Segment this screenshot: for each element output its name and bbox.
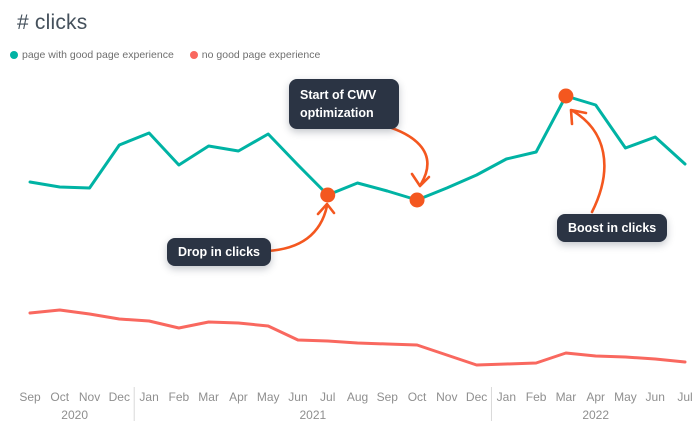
legend-item-good-experience: page with good page experience — [10, 49, 174, 61]
x-axis-month-label: Nov — [436, 390, 457, 404]
x-axis-month-label: May — [614, 390, 637, 404]
x-axis-month-label: Jul — [677, 390, 692, 404]
x-axis-month-label: Jun — [288, 390, 307, 404]
line-no-good-page-experience — [28, 308, 687, 367]
highlight-dot — [558, 88, 574, 104]
x-axis-month-label: Jan — [139, 390, 158, 404]
x-axis-month-label: Sep — [377, 390, 399, 404]
x-axis-month-label: Jun — [646, 390, 665, 404]
line-good-page-experience — [28, 94, 687, 202]
highlight-dot — [409, 192, 425, 208]
x-axis-month-label: Apr — [586, 390, 605, 404]
x-axis-month-label: Feb — [169, 390, 190, 404]
x-axis-month-label: Mar — [198, 390, 219, 404]
arrow-cwv-to-oct-dot-icon — [372, 121, 429, 186]
arrow-boost-to-mar-dot-icon — [571, 109, 606, 214]
annotation-drop-in-clicks: Drop in clicks — [167, 238, 271, 267]
legend-label-bad: no good page experience — [201, 49, 321, 61]
legend-item-bad-experience: no good page experience — [189, 49, 321, 61]
x-axis-year-label: 2022 — [582, 408, 609, 422]
legend-dot-good-icon — [10, 51, 18, 59]
x-axis-month-label: Mar — [556, 390, 577, 404]
arrow-drop-to-jul-dot-icon — [265, 204, 329, 253]
x-axis-month-label: Oct — [408, 390, 427, 404]
page-title: # clicks — [17, 11, 88, 34]
arrowhead-boost-icon — [569, 108, 588, 126]
annotation-start-of-cwv-optimization: Start of CWV optimization — [289, 79, 399, 130]
x-axis-month-label: Oct — [50, 390, 69, 404]
x-axis-month-label: Dec — [466, 390, 487, 404]
legend-dot-bad-icon — [189, 51, 198, 59]
highlight-dot — [320, 187, 336, 203]
x-axis-month-label: Jul — [320, 390, 335, 404]
x-axis-month-label: May — [257, 390, 280, 404]
arrowhead-drop-icon — [316, 202, 336, 216]
annotation-arrows — [265, 108, 606, 253]
legend-label-good: page with good page experience — [22, 49, 174, 61]
legend: page with good page experience no good p… — [10, 49, 320, 61]
x-axis-month-label: Aug — [347, 390, 368, 404]
x-axis-year-label: 2021 — [299, 408, 326, 422]
x-axis-month-label: Dec — [109, 390, 130, 404]
x-axis-month-label: Apr — [229, 390, 248, 404]
x-axis-month-label: Nov — [79, 390, 100, 404]
x-axis-month-label: Jan — [497, 390, 516, 404]
x-axis-month-label: Sep — [19, 390, 41, 404]
arrowhead-cwv-icon — [410, 172, 431, 188]
annotation-boost-in-clicks: Boost in clicks — [557, 214, 668, 243]
x-axis-month-label: Feb — [526, 390, 547, 404]
x-axis-year-label: 2020 — [61, 408, 88, 422]
